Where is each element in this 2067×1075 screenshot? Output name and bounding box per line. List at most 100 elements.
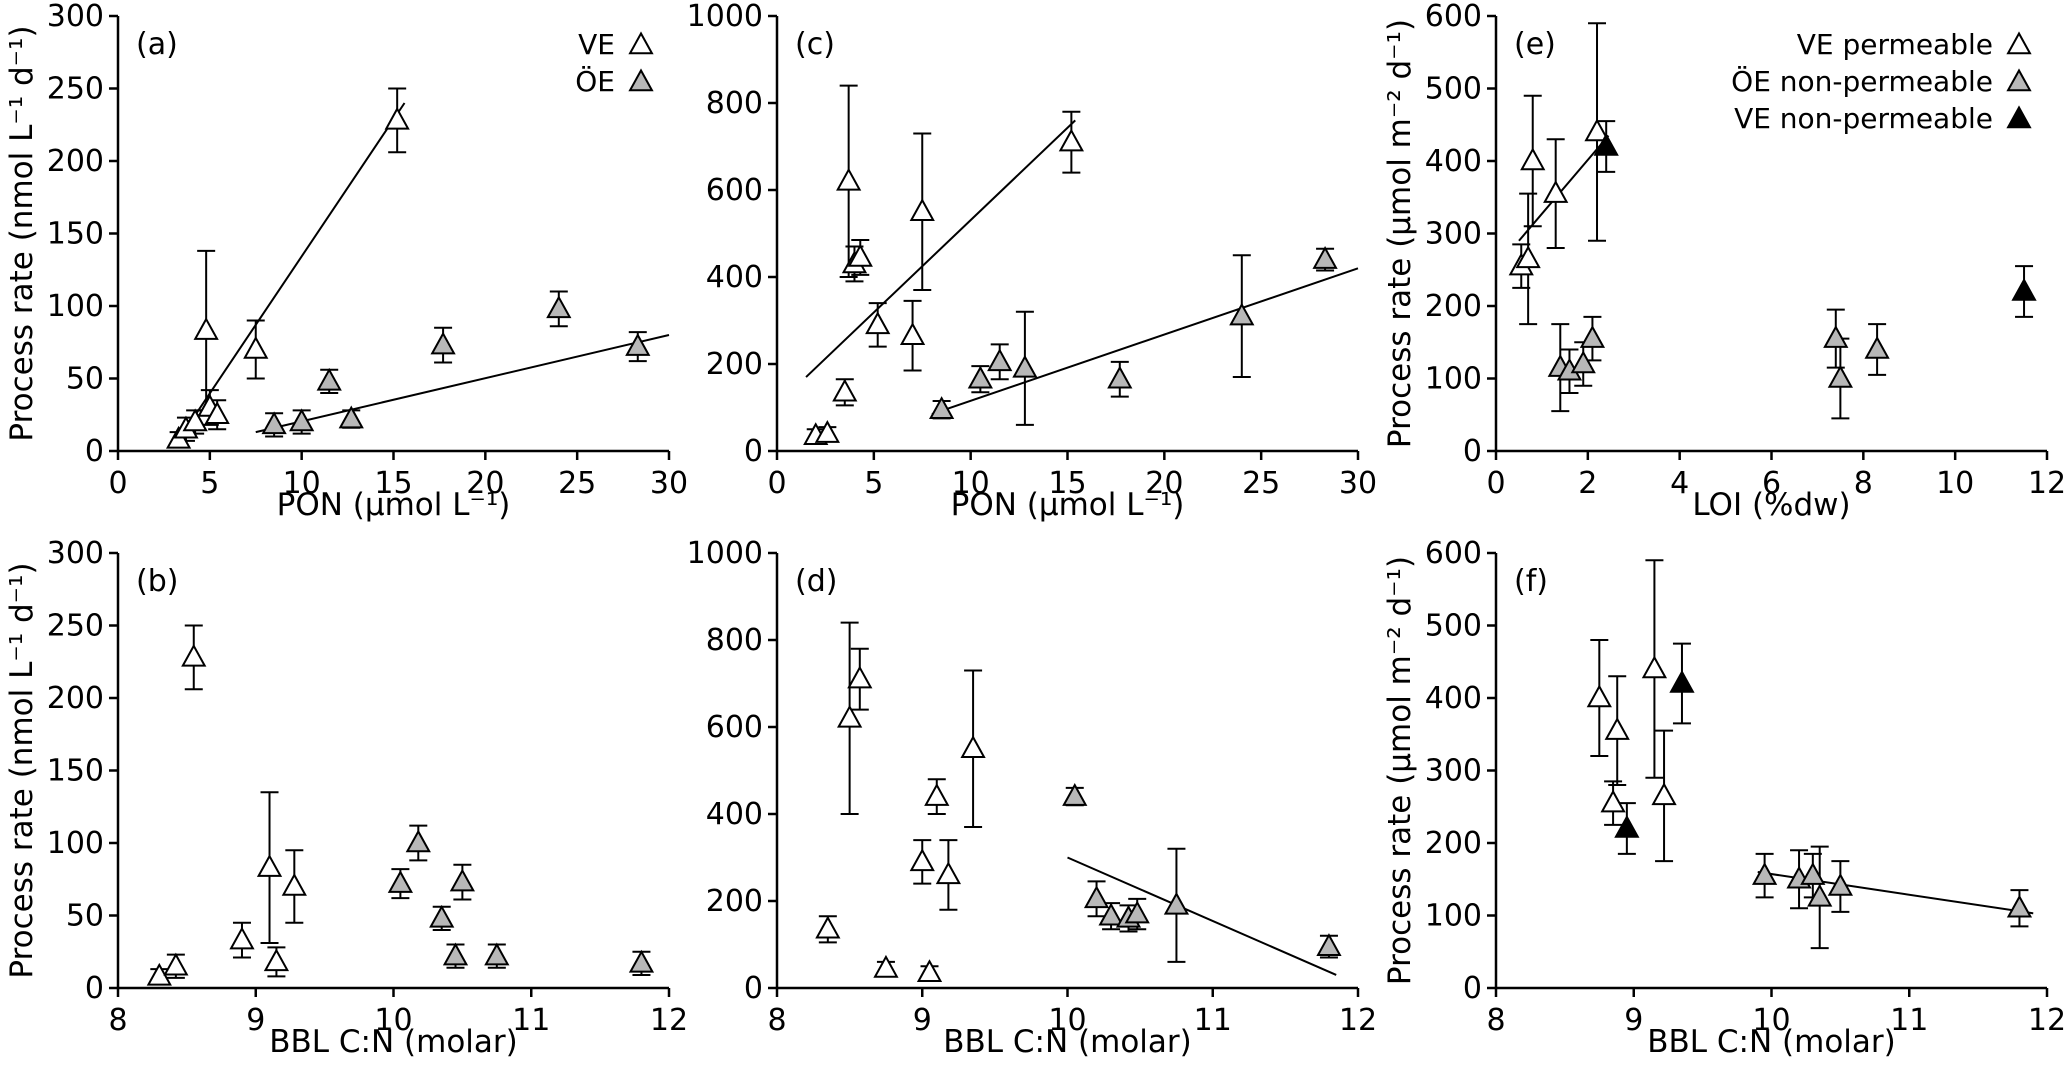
data-point-gray-triangle [928, 396, 955, 419]
data-point-open-triangle [1586, 684, 1612, 708]
data-point-gray-triangle [1864, 335, 1890, 359]
regression-line [1518, 134, 1610, 242]
x-tick-label: 25 [1242, 466, 1280, 501]
x-tick-label: 0 [767, 466, 786, 501]
y-tick-label: 150 [47, 754, 104, 789]
panel-letter-label: (f) [1514, 564, 1548, 599]
y-tick-label: 400 [706, 260, 763, 295]
x-tick-label: 12 [2028, 466, 2066, 501]
legend-label: ÖE non-permeable [1731, 64, 1993, 98]
x-axis-title: BBL C:N (molar) [269, 1024, 518, 1060]
x-tick-label: 10 [1936, 466, 1974, 501]
chart-panel-f: 8 9 10 11 12 0 100 200 300 400 500 600 BBL C:N (mola… [1382, 537, 2066, 1060]
data-point-open-triangle [909, 198, 935, 222]
x-tick-label: 12 [650, 1003, 688, 1038]
x-tick-label: 25 [558, 466, 596, 501]
y-tick-label: 300 [1425, 754, 1482, 789]
x-tick-label: 8 [1486, 1003, 1505, 1038]
data-point-open-triangle [814, 420, 840, 443]
data-point-open-triangle [865, 311, 891, 335]
panel-d: 8 9 10 11 12 0 200 400 600 800 1000 BBL C:N (molar)… [689, 537, 1378, 1074]
x-tick-label: 9 [1624, 1003, 1643, 1038]
data-point-gray-triangle [405, 829, 431, 853]
data-point-open-triangle [1058, 128, 1084, 152]
data-point-open-triangle [960, 735, 986, 759]
x-axis-title: BBL C:N (molar) [1647, 1024, 1896, 1060]
x-tick-label: 10 [1048, 1003, 1086, 1038]
y-tick-label: 300 [47, 537, 104, 571]
x-tick-label: 10 [283, 466, 321, 501]
data-point-gray-triangle [1312, 246, 1338, 269]
data-point-open-triangle [832, 378, 858, 402]
data-point-open-triangle [163, 952, 189, 976]
data-point-open-triangle [204, 401, 230, 425]
legend-marker-gray-triangle [2006, 68, 2032, 92]
legend-marker-gray-triangle [628, 68, 654, 92]
regression-line [255, 334, 670, 434]
chart-panel-e: 0 2 4 6 8 10 12 0 100 200 300 400 500 600 LOI (%dw) Pro… [1382, 0, 2066, 523]
x-tick-label: 11 [512, 1003, 550, 1038]
y-tick-label: 500 [1425, 609, 1482, 644]
data-point-gray-triangle [1827, 364, 1853, 388]
data-point-gray-triangle [430, 331, 456, 355]
x-tick-label: 5 [864, 466, 883, 501]
data-point-open-triangle [847, 243, 873, 267]
data-point-gray-triangle [1751, 862, 1778, 885]
data-point-open-triangle [924, 783, 950, 806]
regression-line [172, 102, 406, 449]
x-tick-label: 10 [1752, 1003, 1790, 1038]
panel-letter-label: (c) [795, 27, 835, 62]
x-tick-label: 15 [374, 466, 412, 501]
data-point-open-triangle [847, 665, 873, 689]
x-tick-label: 9 [246, 1003, 265, 1038]
y-axis-title: Process rate (µmol m⁻² d⁻¹) [1382, 556, 1418, 985]
y-tick-label: 200 [1425, 826, 1482, 861]
x-tick-label: 8 [767, 1003, 786, 1038]
data-point-gray-triangle [484, 942, 510, 966]
data-point-open-triangle [229, 926, 255, 950]
data-point-black-triangle [1669, 669, 1695, 693]
legend-label: VE [578, 28, 615, 61]
y-tick-label: 400 [706, 797, 763, 832]
data-point-gray-triangle [316, 367, 342, 391]
y-tick-label: 400 [1425, 144, 1482, 179]
y-tick-label: 50 [66, 899, 104, 934]
y-tick-label: 500 [1425, 72, 1482, 107]
y-tick-label: 800 [706, 86, 763, 121]
y-tick-label: 300 [1425, 217, 1482, 252]
y-tick-label: 0 [1463, 971, 1482, 1006]
data-point-open-triangle [1651, 782, 1677, 806]
data-point-open-triangle [1543, 180, 1569, 203]
data-point-gray-triangle [2006, 894, 2033, 918]
panel-f: 8 9 10 11 12 0 100 200 300 400 500 600 BBL C:N (mola… [1378, 537, 2067, 1074]
data-point-gray-triangle [449, 868, 475, 892]
y-tick-label: 150 [47, 217, 104, 252]
x-tick-label: 20 [466, 466, 504, 501]
x-tick-label: 5 [200, 466, 219, 501]
chart-panel-c: 0 5 10 15 20 25 30 0 200 400 600 800 1000 PON (µmol L… [689, 0, 1377, 523]
data-point-open-triangle [899, 322, 926, 346]
data-point-open-triangle [1584, 118, 1610, 142]
data-point-open-triangle [873, 954, 899, 978]
y-tick-label: 50 [66, 362, 104, 397]
data-point-gray-triangle [1163, 891, 1190, 915]
regression-line [805, 119, 1076, 378]
x-tick-label: 0 [108, 466, 127, 501]
data-point-gray-triangle [442, 942, 469, 966]
regression-line [931, 267, 1359, 415]
y-tick-label: 200 [706, 884, 763, 919]
y-tick-label: 0 [744, 434, 763, 469]
legend-label: VE non-permeable [1734, 102, 1993, 135]
data-point-gray-triangle [546, 295, 572, 319]
panel-letter-label: (a) [136, 27, 178, 62]
data-point-gray-triangle [967, 365, 993, 389]
data-point-gray-triangle [987, 348, 1013, 372]
data-point-open-triangle [182, 408, 208, 432]
x-tick-label: 2 [1578, 466, 1597, 501]
data-point-gray-triangle [1827, 872, 1853, 896]
x-tick-label: 9 [913, 1003, 932, 1038]
y-tick-label: 250 [47, 609, 104, 644]
y-tick-label: 100 [47, 289, 104, 324]
legend-label: VE permeable [1797, 28, 1993, 61]
